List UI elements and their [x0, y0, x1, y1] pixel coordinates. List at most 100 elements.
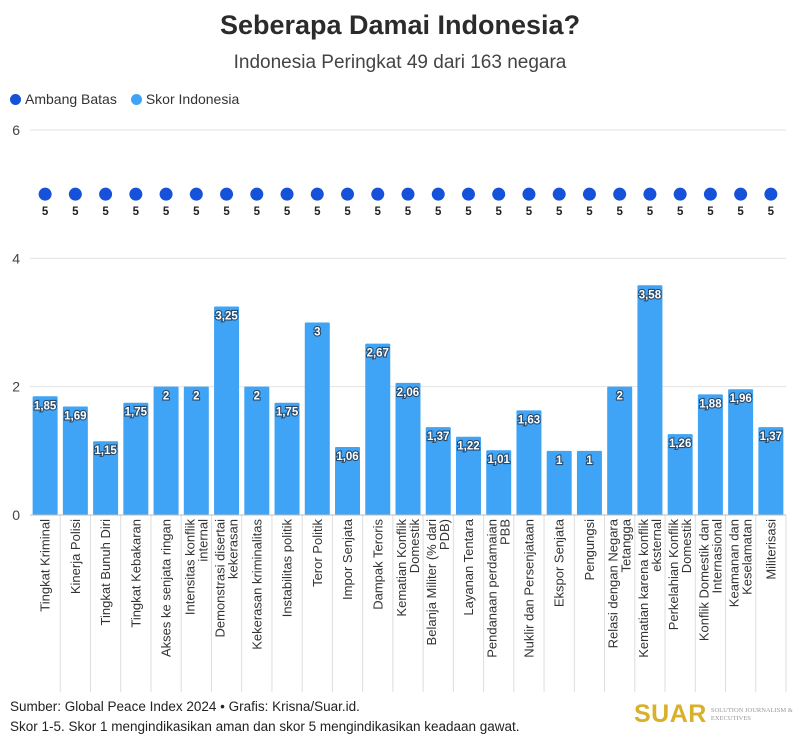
x-tick-label-line: Layanan Tentara — [461, 518, 476, 615]
bar — [123, 402, 149, 515]
bar-value-label: 1,69 — [64, 411, 86, 423]
threshold-value-label: 5 — [72, 206, 79, 218]
x-tick-label: Akses ke senjata ringan — [159, 519, 174, 657]
x-tick-label-line: Akses ke senjata ringan — [159, 519, 174, 657]
threshold-value-label: 5 — [223, 206, 230, 218]
threshold-value-label: 5 — [737, 206, 744, 218]
x-tick-label-line: Kematian Konflik — [394, 519, 409, 617]
y-tick-label: 2 — [12, 379, 20, 395]
threshold-value-label: 5 — [193, 206, 200, 218]
bar-value-label: 1,01 — [488, 454, 511, 466]
threshold-point — [371, 187, 385, 201]
bar — [153, 386, 179, 515]
threshold-point — [613, 187, 627, 201]
bar-value-label: 1,85 — [34, 400, 57, 412]
threshold-value-label: 5 — [344, 206, 351, 218]
x-tick-label-line: Tetangga — [619, 518, 634, 572]
threshold-point — [522, 187, 536, 201]
x-tick-label-line: Konflik Domestik dan — [696, 519, 711, 641]
threshold-point — [703, 187, 717, 201]
threshold-point — [38, 187, 52, 201]
legend-item-score[interactable]: Skor Indonesia — [130, 91, 239, 107]
x-tick-label: Tingkat Kriminal — [38, 519, 53, 612]
bar — [244, 386, 270, 515]
x-tick-label-line: Dampak Teroris — [370, 519, 385, 610]
x-tick-label-line: Tingkat Kebakaran — [128, 519, 143, 628]
bar-value-label: 1,37 — [427, 431, 449, 443]
x-tick-label-line: PDB) — [437, 519, 452, 550]
x-tick-label-line: Demonstrasi disertai — [213, 519, 228, 638]
x-tick-label-line: Tingkat Bunuh Diri — [98, 519, 113, 626]
bar-value-label: 1,63 — [518, 414, 540, 426]
threshold-value-label: 5 — [616, 206, 623, 218]
x-tick-label: Tingkat Bunuh Diri — [98, 519, 113, 626]
threshold-value-label: 5 — [496, 206, 503, 218]
threshold-value-label: 5 — [465, 206, 472, 218]
bar-value-label: 1,75 — [276, 407, 299, 419]
bar — [335, 446, 361, 515]
threshold-value-label: 5 — [647, 206, 654, 218]
threshold-value-label: 5 — [314, 206, 321, 218]
legend-item-threshold[interactable]: Ambang Batas — [10, 91, 117, 107]
threshold-point — [189, 187, 203, 201]
x-tick-label: Pengungsi — [582, 519, 597, 581]
threshold-point — [764, 187, 778, 201]
threshold-value-label: 5 — [768, 206, 775, 218]
x-tick-label-line: Pengungsi — [582, 519, 597, 581]
x-tick-label: Tingkat Kebakaran — [128, 519, 143, 628]
bar — [486, 450, 512, 515]
threshold-point — [99, 187, 113, 201]
x-tick-label-line: Perkelahian Konflik — [666, 519, 681, 631]
bar-value-label: 1,26 — [669, 438, 691, 450]
x-tick-label-line: Domestik — [407, 519, 422, 574]
x-tick-label-line: Kinerja Polisi — [68, 519, 83, 594]
x-tick-label-line: Keamanan dan — [727, 519, 742, 607]
x-tick-label-line: kekerasan — [226, 519, 241, 579]
x-tick-label: Teror Politik — [310, 519, 325, 587]
bar-value-label: 1,75 — [125, 407, 148, 419]
threshold-value-label: 5 — [435, 206, 442, 218]
threshold-point — [68, 187, 82, 201]
bar — [32, 396, 58, 515]
threshold-point — [461, 187, 475, 201]
bar — [576, 450, 602, 515]
x-tick-label-line: Belanja Militer (% dari — [424, 519, 439, 646]
bar-value-label: 1,37 — [760, 431, 782, 443]
x-tick-label-line: Militerisasi — [763, 519, 778, 580]
threshold-point — [159, 187, 173, 201]
threshold-point — [431, 187, 445, 201]
bar — [62, 406, 88, 515]
threshold-point — [643, 187, 657, 201]
threshold-point — [280, 187, 294, 201]
threshold-value-label: 5 — [707, 206, 714, 218]
x-tick-label-line: Nuklir dan Persenjataan — [521, 519, 536, 658]
x-tick-label-line: Tingkat Kriminal — [38, 519, 53, 612]
bar-value-label: 2 — [193, 391, 199, 403]
legend-swatch-threshold — [10, 93, 21, 105]
threshold-point — [734, 187, 748, 201]
x-tick-label-line: Instabilitas politik — [280, 519, 295, 618]
threshold-value-label: 5 — [677, 206, 684, 218]
bar — [93, 441, 119, 515]
legend: Ambang Batas Skor Indonesia — [10, 91, 239, 107]
threshold-value-label: 5 — [42, 206, 49, 218]
x-tick-label-line: internal — [195, 519, 210, 562]
x-tick-label: Nuklir dan Persenjataan — [521, 519, 536, 658]
threshold-point — [250, 187, 264, 201]
y-tick-label: 6 — [12, 122, 20, 138]
bar — [516, 410, 542, 515]
bar-value-label: 2,67 — [367, 348, 389, 360]
bar — [183, 386, 209, 515]
bar-value-label: 2 — [254, 391, 260, 403]
x-tick-label-line: PBB — [498, 519, 513, 545]
bar — [758, 427, 784, 515]
bar — [697, 394, 723, 515]
threshold-point — [673, 187, 687, 201]
bar — [455, 436, 481, 515]
